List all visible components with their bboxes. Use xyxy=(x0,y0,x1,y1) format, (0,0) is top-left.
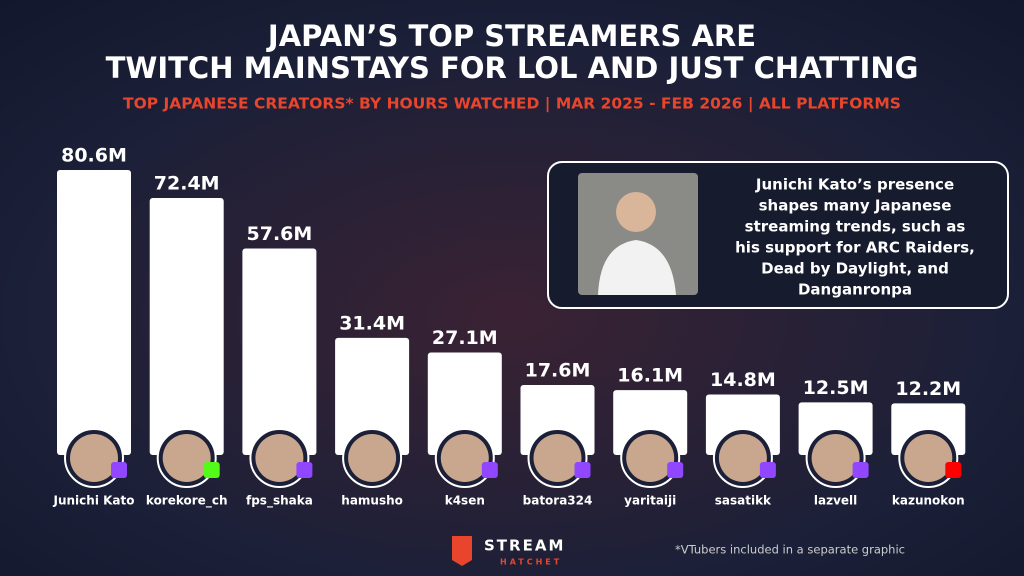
callout-line: Danganronpa xyxy=(798,281,912,299)
avatar-face xyxy=(626,434,675,482)
platform-badge xyxy=(203,462,220,478)
category-label: hamusho xyxy=(341,494,403,508)
category-label: k4sen xyxy=(445,494,485,508)
avatar-face xyxy=(70,434,118,482)
avatar-face xyxy=(811,434,860,482)
footnote: *VTubers included in a separate graphic xyxy=(675,543,905,557)
category-label: Junichi Kato xyxy=(53,494,135,508)
brand-name: STREAM xyxy=(484,537,565,555)
platform-badge xyxy=(481,462,498,478)
value-label: 57.6M xyxy=(247,223,313,245)
platform-badge xyxy=(296,462,313,478)
brand-logo xyxy=(452,536,472,566)
value-label: 14.8M xyxy=(710,369,776,391)
value-label: 72.4M xyxy=(154,172,220,194)
platform-badge xyxy=(574,462,591,478)
platform-badge xyxy=(667,462,684,478)
photo-face xyxy=(616,192,656,232)
callout-line: his support for ARC Raiders, xyxy=(735,239,975,257)
platform-badge xyxy=(759,462,776,478)
avatar-face xyxy=(440,434,489,482)
value-label: 12.5M xyxy=(803,377,869,399)
platform-badge xyxy=(852,462,869,478)
bar xyxy=(427,352,502,455)
avatar-face xyxy=(162,434,211,482)
avatar-face xyxy=(255,434,304,482)
callout-text: Junichi Kato’s presence shapes many Japan… xyxy=(735,176,975,299)
platform-badge xyxy=(945,462,962,478)
bar xyxy=(335,337,410,455)
bar xyxy=(57,170,131,455)
platform-badge xyxy=(111,462,127,478)
title-line: TWITCH MAINSTAYS FOR LOL AND JUST CHATTI… xyxy=(106,51,919,85)
callout-line: shapes many Japanese xyxy=(759,197,952,215)
category-label: lazvell xyxy=(814,494,857,508)
category-label: kazunokon xyxy=(892,494,965,508)
title-line: JAPAN’S TOP STREAMERS ARE xyxy=(266,19,756,53)
subtitle: TOP JAPANESE CREATORS* BY HOURS WATCHED … xyxy=(123,95,901,114)
value-label: 16.1M xyxy=(617,365,683,387)
category-label: batora324 xyxy=(523,494,593,508)
value-label: 17.6M xyxy=(525,359,591,381)
category-label: korekore_ch xyxy=(146,494,228,509)
value-label: 80.6M xyxy=(61,145,127,167)
bar xyxy=(149,197,224,455)
category-label: fps_shaka xyxy=(246,494,313,509)
avatar-face xyxy=(348,434,397,482)
bar xyxy=(242,248,317,455)
value-label: 31.4M xyxy=(339,312,405,334)
callout-line: Junichi Kato’s presence xyxy=(755,176,954,194)
photo-shirt xyxy=(598,240,676,295)
value-label: 12.2M xyxy=(895,378,961,400)
callout-line: Dead by Daylight, and xyxy=(761,260,949,278)
avatar-face xyxy=(533,434,582,482)
bars: 80.6M Junichi Kato 72.4M korekore_ch 57.6M fp… xyxy=(53,145,966,509)
callout-line: streaming trends, such as xyxy=(745,218,966,236)
category-label: sasatikk xyxy=(715,494,772,508)
avatar-face xyxy=(904,434,953,482)
brand-sub: HATCHET xyxy=(500,558,562,567)
category-label: yaritaiji xyxy=(624,494,676,508)
avatar-face xyxy=(718,434,767,482)
value-label: 27.1M xyxy=(432,327,498,349)
